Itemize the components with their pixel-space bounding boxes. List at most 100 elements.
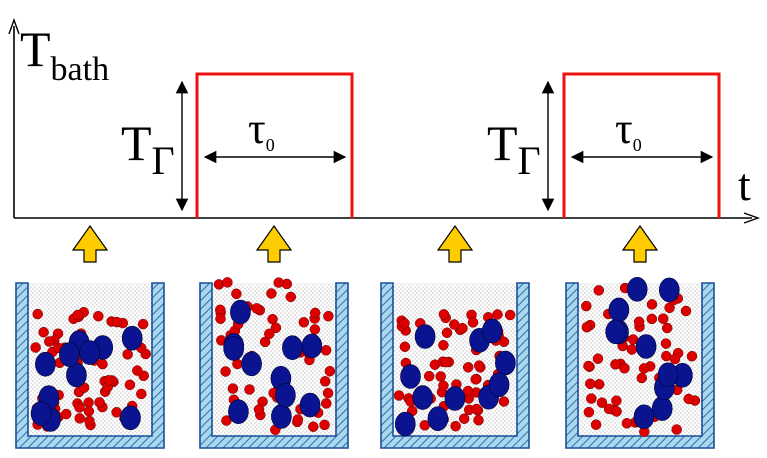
small-particle [321,398,332,409]
small-particle [60,408,72,420]
small-particle [590,419,602,430]
small-particle [322,387,334,399]
small-particle [671,424,682,435]
small-particle [473,414,484,426]
small-particle [636,372,648,384]
small-particle [492,309,503,320]
large-particle [282,335,303,361]
axes: Tbath t [8,17,761,224]
small-particle [423,370,435,382]
large-particle [495,350,516,376]
small-particle [399,318,410,329]
small-particle [292,414,304,425]
large-particle [35,351,56,377]
small-particle [222,277,233,288]
small-particle [308,421,319,432]
large-particle [121,325,143,351]
small-particle [646,313,658,325]
large-particle [657,362,679,388]
pulse-1-width-label: τ0 [248,104,275,155]
small-particle [462,362,474,373]
small-particle [473,360,485,371]
large-particle [481,318,503,344]
large-particle [400,364,421,389]
small-particle [285,291,297,303]
large-particle [605,319,627,345]
x-axis-label: t [738,159,751,210]
small-particle [215,313,226,324]
small-particle [593,285,605,296]
small-particle [393,390,405,401]
small-particle [136,388,147,400]
large-particle [414,324,436,349]
large-particle [59,342,80,367]
small-particle [449,319,460,330]
small-particle [646,299,658,310]
small-particle [44,336,55,347]
large-particle [488,372,510,398]
small-particle [273,277,284,288]
small-particle [438,339,449,351]
small-particle [38,326,49,338]
pulse-2-width-label: τ0 [615,104,642,155]
small-particle [253,404,265,415]
small-particle [660,338,672,349]
small-particle [621,418,633,429]
small-particle [504,309,516,321]
large-particle [241,351,262,377]
yellow-up-arrow-4 [621,224,659,263]
pulse-1-line [195,72,354,218]
small-particle [680,305,692,317]
small-particle [619,363,630,374]
small-particle [30,342,41,353]
small-particle [227,383,239,394]
container-4 [565,276,715,449]
large-particle [301,333,323,359]
pulse-1-amplitude-label: TΓ [121,115,175,183]
large-particle [444,386,466,411]
large-particle [228,399,249,425]
large-particle [412,385,434,410]
large-particle [633,404,655,430]
large-particle [223,336,244,361]
y-axis-arrowhead [8,17,20,35]
container-wall [565,282,715,449]
yellow-up-arrow-1 [71,224,109,263]
container-3 [380,282,530,449]
small-particle [440,356,451,368]
large-particle [230,299,251,325]
yellow-up-arrow-2 [255,224,293,263]
small-particle [132,365,143,376]
small-particle [438,380,449,391]
small-particle [84,415,95,427]
small-particle [74,402,85,413]
small-particle [94,397,105,408]
small-particle [583,360,594,372]
small-particle [111,407,122,418]
small-particle [610,359,621,370]
pulse-2: TΓ τ0 [487,72,721,218]
small-particle [103,375,114,386]
small-particle [319,419,330,431]
small-particle [93,310,104,322]
small-particle [309,307,321,319]
small-particle [611,395,622,406]
small-particle [593,379,605,390]
large-particle [120,405,141,431]
small-particle [586,393,597,404]
small-particle [323,310,334,322]
small-particle [220,366,231,377]
small-particle [458,413,470,424]
small-particle [435,371,446,382]
small-particle [467,317,479,328]
large-particle [658,277,680,303]
large-particle [626,276,648,302]
small-particle [669,353,681,365]
small-particle [298,317,310,328]
small-particle [633,316,645,328]
large-particle [271,404,292,429]
small-particle [97,358,108,370]
large-particle [299,392,321,418]
y-axis-label: Tbath [20,21,109,88]
